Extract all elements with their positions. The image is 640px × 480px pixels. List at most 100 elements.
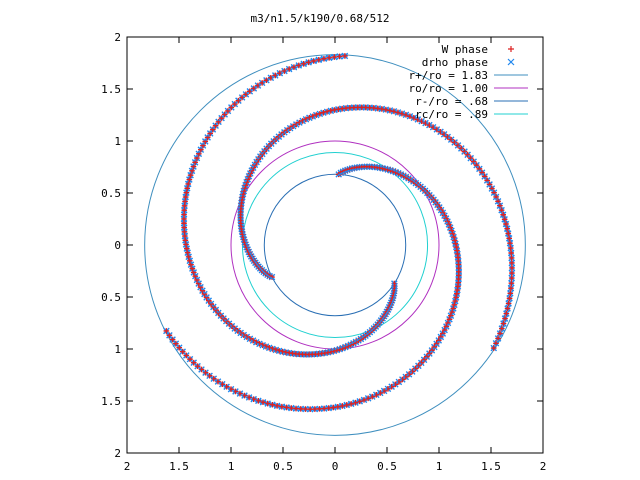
legend-entry: drho phase (422, 56, 515, 69)
x-tick-label: 1.5 (169, 460, 189, 473)
legend-label: r-/ro = .68 (415, 95, 488, 108)
legend-entry: r-/ro = .68 (415, 95, 528, 108)
reference-circle (230, 140, 440, 350)
data-point (478, 169, 486, 176)
legend-label: drho phase (422, 56, 488, 69)
data-point (285, 65, 293, 73)
data-point (476, 165, 483, 173)
data-point (297, 405, 305, 413)
y-tick-label: 0.5 (101, 187, 121, 200)
chart-title: m3/n1.5/k190/0.68/512 (250, 12, 389, 25)
data-point (500, 320, 507, 327)
data-point (508, 264, 516, 272)
legend-entry: rc/ro = .89 (415, 108, 528, 121)
data-point (305, 59, 312, 66)
data-point (250, 85, 258, 92)
data-point (214, 378, 222, 385)
x-tick-label: 0 (332, 460, 339, 473)
data-point (508, 274, 516, 282)
y-tick-label: 2 (114, 447, 121, 460)
data-point (336, 53, 343, 60)
legend-label: W phase (442, 43, 488, 56)
data-point (435, 337, 443, 344)
legend-entry: W phase (442, 43, 514, 56)
y-tick-label: 1 (114, 135, 121, 148)
data-point (406, 112, 414, 120)
x-tick-label: 2 (540, 460, 547, 473)
legend-marker (507, 58, 515, 66)
data-point (292, 121, 300, 128)
x-tick-label: 0.5 (377, 460, 397, 473)
data-point (444, 133, 451, 141)
data-point (197, 146, 205, 153)
data-point (206, 130, 214, 137)
data-point (342, 343, 349, 351)
data-point (306, 405, 314, 413)
data-point (320, 55, 328, 63)
y-tick-label: 0.5 (101, 291, 121, 304)
data-point (186, 355, 194, 363)
data-point (502, 220, 510, 228)
data-point (310, 57, 318, 65)
data-point (507, 289, 514, 297)
data-point (295, 62, 303, 69)
data-point (498, 325, 506, 332)
data-point (228, 104, 235, 111)
data-point (508, 279, 515, 287)
y-tick-label: 1.5 (101, 395, 121, 408)
x-tick-label: 2 (124, 460, 131, 473)
x-tick-label: 1 (436, 460, 443, 473)
data-point (490, 344, 498, 352)
data-point (507, 284, 515, 292)
x-tick-label: 1.5 (481, 460, 501, 473)
data-point (218, 114, 225, 122)
data-point (505, 300, 512, 307)
data-point (183, 245, 191, 252)
x-tick-label: 0.5 (273, 460, 293, 473)
data-point (503, 225, 511, 233)
data-point (300, 60, 307, 68)
legend-label: ro/ro = 1.00 (409, 82, 488, 95)
legend-label: r+/ro = 1.83 (409, 69, 488, 82)
data-point (206, 372, 213, 380)
data-point (417, 359, 425, 367)
data-point (290, 63, 298, 71)
data-point (273, 402, 281, 410)
data-point (269, 401, 276, 409)
data-point (508, 269, 516, 277)
y-tick-label: 0 (114, 239, 121, 252)
data-point (278, 403, 286, 410)
data-point (504, 230, 512, 237)
y-tick-label: 1.5 (101, 83, 121, 96)
data-point (501, 315, 509, 322)
data-point (325, 54, 333, 62)
x-tick-label: 1 (228, 460, 235, 473)
data-point (444, 319, 452, 327)
data-point (183, 184, 191, 192)
data-point (440, 131, 448, 138)
data-point (505, 235, 513, 242)
data-point (315, 56, 323, 64)
legend-entry: ro/ro = 1.00 (409, 82, 528, 95)
data-point (189, 265, 196, 272)
data-point (341, 52, 349, 60)
legend-entry: r+/ro = 1.83 (409, 69, 528, 82)
data-point (503, 310, 510, 317)
data-point (264, 400, 271, 407)
data-point (508, 259, 516, 267)
data-point (451, 139, 458, 146)
data-point (496, 330, 504, 337)
data-point (285, 349, 293, 357)
reference-circle (241, 151, 429, 339)
legend-marker (508, 46, 514, 52)
data-point (163, 327, 170, 335)
data-point (504, 305, 511, 312)
reference-circle (263, 173, 407, 317)
y-tick-label: 1 (114, 343, 121, 356)
data-point (507, 249, 515, 257)
data-point (186, 257, 194, 265)
axis-ticks: 2 1.5 1 0.5 0 0.5 1 1.5 221.510.500.511.52 (101, 31, 546, 473)
data-point (508, 254, 515, 262)
